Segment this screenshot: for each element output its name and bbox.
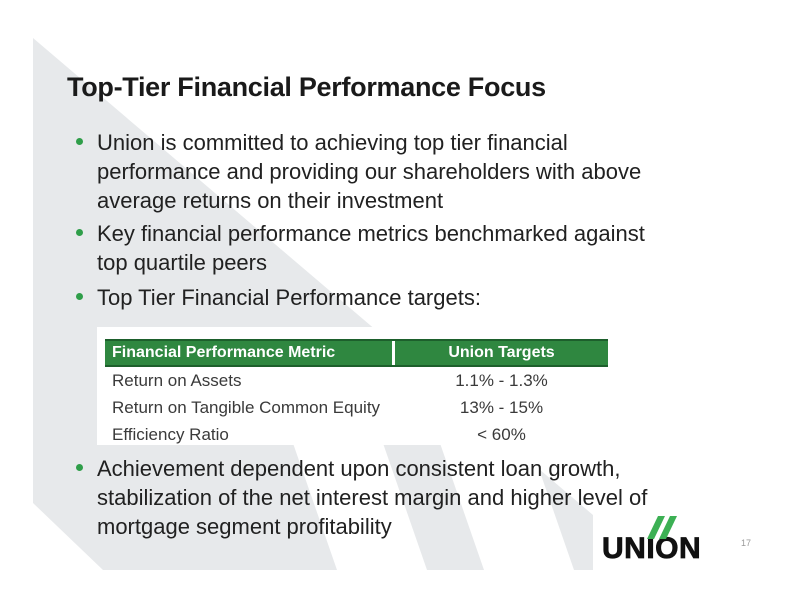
bullet-icon <box>76 464 83 471</box>
metric-cell: Return on Tangible Common Equity <box>112 397 381 417</box>
bullet-text: Achievement dependent upon consistent lo… <box>97 456 648 539</box>
bullet-item-benchmark: Key financial performance metrics benchm… <box>76 219 766 277</box>
table-header-divider <box>392 341 395 365</box>
bullet-item-achievement: Achievement dependent upon consistent lo… <box>76 454 766 541</box>
table-header-targets: Union Targets <box>395 341 608 365</box>
bullet-icon <box>76 229 83 236</box>
table-row: Efficiency Ratio < 60% <box>105 421 608 448</box>
metric-cell: Return on Assets <box>112 370 242 390</box>
target-cell: 13% - 15% <box>459 397 544 417</box>
logo-accent-stripes-icon <box>647 516 677 539</box>
metric-cell: Efficiency Ratio <box>112 424 229 444</box>
page-number: 17 <box>741 538 752 548</box>
financial-performance-table: Financial Performance Metric Union Targe… <box>105 339 608 448</box>
bullet-text: Key financial performance metrics benchm… <box>97 221 645 275</box>
bullet-icon <box>76 138 83 145</box>
slide-title: Top-Tier Financial Performance Focus <box>67 72 546 102</box>
bullet-item-targets: Top Tier Financial Performance targets: <box>76 283 766 312</box>
target-cell: < 60% <box>477 424 526 444</box>
bullet-text: Top Tier Financial Performance targets: <box>97 285 481 310</box>
table-row: Return on Tangible Common Equity 13% - 1… <box>105 394 608 421</box>
target-cell: 1.1% - 1.3% <box>455 370 548 390</box>
table-row: Return on Assets 1.1% - 1.3% <box>105 367 608 394</box>
bullet-text: Union is committed to achieving top tier… <box>97 130 642 213</box>
bullet-icon <box>76 293 83 300</box>
table-header-metric: Financial Performance Metric <box>105 341 392 365</box>
table-header-row: Financial Performance Metric Union Targe… <box>105 339 608 367</box>
bullet-item-commitment: Union is committed to achieving top tier… <box>76 128 766 215</box>
